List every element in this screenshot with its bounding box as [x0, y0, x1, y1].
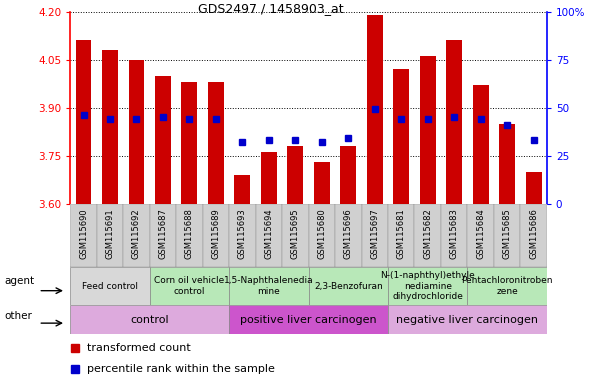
Text: GDS2497 / 1458903_at: GDS2497 / 1458903_at: [197, 2, 343, 15]
Bar: [176, 204, 203, 267]
Bar: [123, 204, 150, 267]
Text: N-(1-naphthyl)ethyle
nediamine
dihydrochloride: N-(1-naphthyl)ethyle nediamine dihydroch…: [380, 271, 475, 301]
Bar: [521, 204, 547, 267]
Bar: [255, 204, 282, 267]
Text: positive liver carcinogen: positive liver carcinogen: [240, 314, 377, 325]
Bar: [525, 172, 541, 204]
Text: GSM115694: GSM115694: [265, 209, 273, 259]
Bar: [335, 204, 362, 267]
Bar: [155, 76, 171, 204]
Text: GSM115683: GSM115683: [450, 209, 459, 259]
Bar: [70, 267, 150, 305]
Text: GSM115695: GSM115695: [291, 209, 300, 259]
Text: other: other: [4, 311, 32, 321]
Bar: [208, 82, 224, 204]
Text: negative liver carcinogen: negative liver carcinogen: [397, 314, 538, 325]
Text: Feed control: Feed control: [82, 281, 138, 291]
Bar: [203, 204, 229, 267]
Bar: [362, 204, 388, 267]
Bar: [340, 146, 356, 204]
Bar: [388, 204, 414, 267]
Bar: [414, 204, 441, 267]
Bar: [287, 146, 303, 204]
Text: GSM115681: GSM115681: [397, 209, 406, 259]
Text: GSM115684: GSM115684: [476, 209, 485, 259]
Bar: [229, 204, 255, 267]
Bar: [235, 175, 251, 204]
Bar: [388, 305, 547, 334]
Text: GSM115696: GSM115696: [344, 209, 353, 259]
Bar: [441, 204, 467, 267]
Bar: [70, 204, 97, 267]
Text: GSM115688: GSM115688: [185, 209, 194, 259]
Bar: [367, 15, 382, 204]
Bar: [467, 267, 547, 305]
Bar: [420, 56, 436, 204]
Text: Corn oil vehicle
control: Corn oil vehicle control: [155, 276, 224, 296]
Bar: [309, 204, 335, 267]
Bar: [70, 305, 229, 334]
Text: GSM115680: GSM115680: [317, 209, 326, 259]
Text: GSM115692: GSM115692: [132, 209, 141, 259]
Bar: [499, 124, 515, 204]
Bar: [494, 204, 521, 267]
Bar: [467, 204, 494, 267]
Bar: [181, 82, 197, 204]
Text: GSM115686: GSM115686: [529, 209, 538, 259]
Text: GSM115691: GSM115691: [106, 209, 114, 259]
Text: percentile rank within the sample: percentile rank within the sample: [87, 364, 275, 374]
Text: transformed count: transformed count: [87, 343, 191, 353]
Bar: [229, 305, 388, 334]
Text: 2,3-Benzofuran: 2,3-Benzofuran: [314, 281, 382, 291]
Bar: [309, 267, 388, 305]
Bar: [102, 50, 118, 204]
Bar: [128, 60, 144, 204]
Bar: [473, 85, 489, 204]
Bar: [393, 69, 409, 204]
Bar: [446, 40, 462, 204]
Text: agent: agent: [4, 276, 34, 286]
Text: GSM115690: GSM115690: [79, 209, 88, 259]
Text: GSM115687: GSM115687: [158, 209, 167, 259]
Text: GSM115697: GSM115697: [370, 209, 379, 259]
Text: Pentachloronitroben
zene: Pentachloronitroben zene: [461, 276, 553, 296]
Text: GSM115682: GSM115682: [423, 209, 432, 259]
Bar: [261, 152, 277, 204]
Bar: [76, 40, 92, 204]
Bar: [150, 204, 176, 267]
Text: control: control: [130, 314, 169, 325]
Text: GSM115685: GSM115685: [503, 209, 511, 259]
Bar: [150, 267, 229, 305]
Bar: [388, 267, 467, 305]
Text: 1,5-Naphthalenedia
mine: 1,5-Naphthalenedia mine: [224, 276, 313, 296]
Bar: [97, 204, 123, 267]
Text: GSM115693: GSM115693: [238, 209, 247, 259]
Text: GSM115689: GSM115689: [211, 209, 221, 259]
Bar: [314, 162, 330, 204]
Bar: [229, 267, 309, 305]
Bar: [282, 204, 309, 267]
